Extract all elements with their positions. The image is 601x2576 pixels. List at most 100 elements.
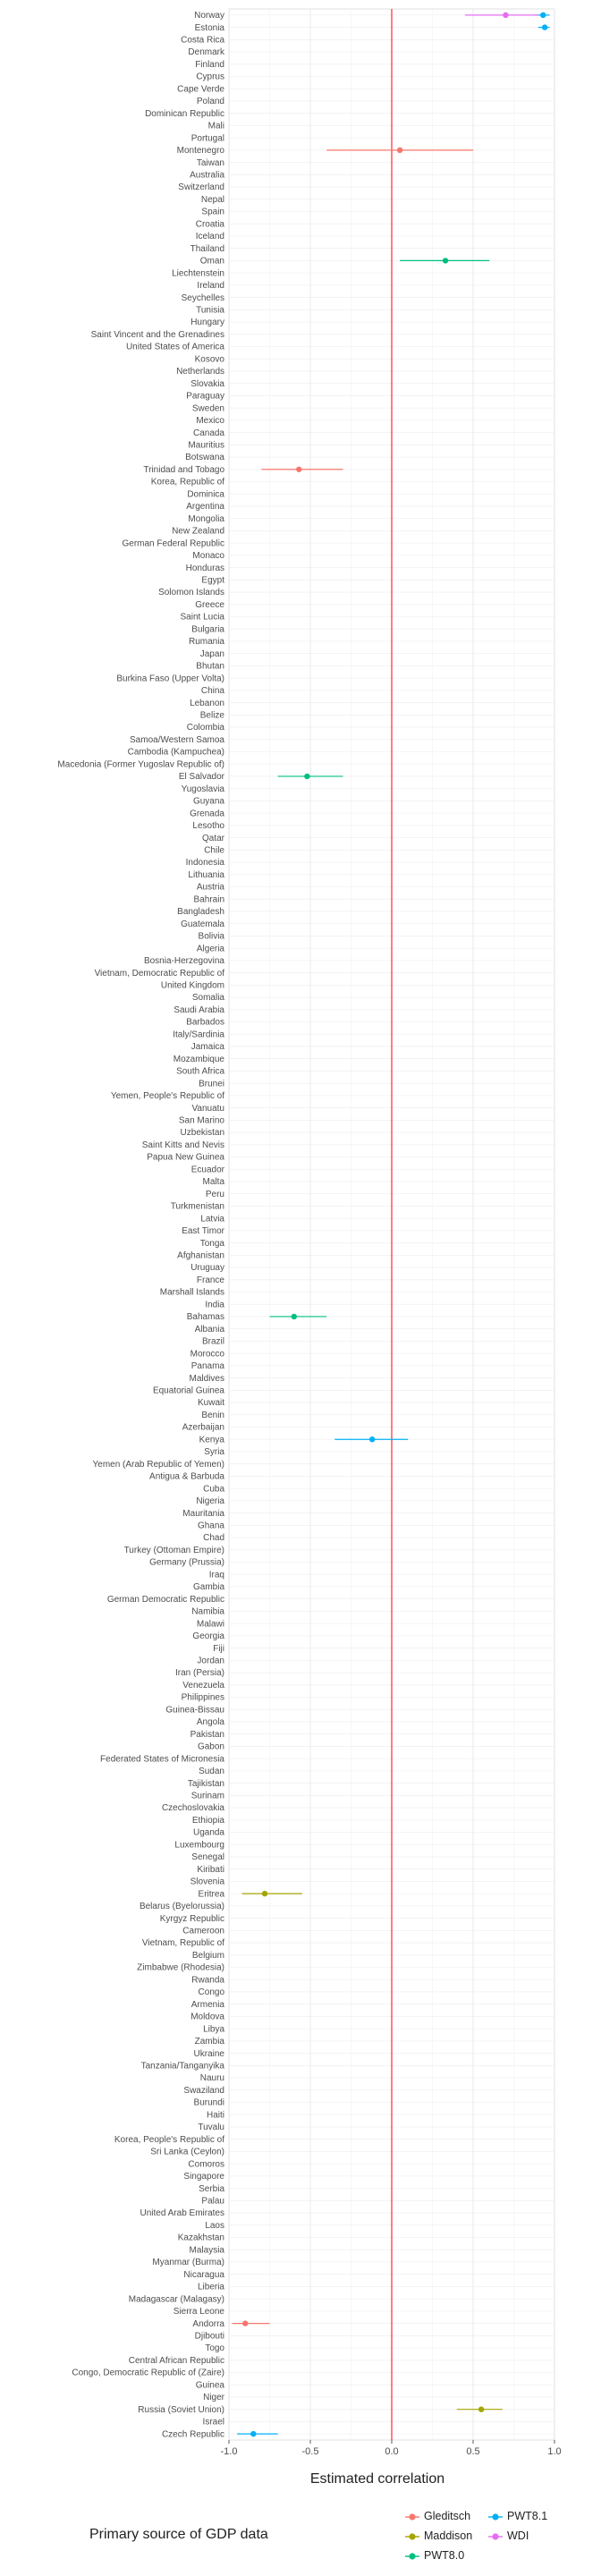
- y-tick-label: Bhutan: [196, 662, 224, 672]
- y-tick-label: Saint Lucia: [181, 613, 225, 623]
- y-tick-label: Bangladesh: [177, 907, 224, 917]
- y-tick-label: Canada: [193, 428, 224, 438]
- y-tick-label: Lithuania: [188, 870, 224, 880]
- y-tick-label: East Timor: [182, 1226, 224, 1236]
- y-tick-label: Slovakia: [190, 379, 224, 389]
- y-tick-label: Luxembourg: [174, 1840, 224, 1850]
- legend-label: PWT8.1: [507, 2510, 548, 2522]
- y-tick-label: Albania: [195, 1325, 225, 1335]
- y-tick-label: Congo: [199, 1987, 225, 1997]
- y-tick-label: Costa Rica: [181, 36, 224, 46]
- y-tick-label: Austria: [197, 883, 225, 893]
- estimate-point: [478, 2406, 485, 2412]
- y-tick-label: Myanmar (Burma): [152, 2258, 224, 2267]
- y-tick-label: Lesotho: [192, 821, 224, 831]
- y-tick-label: Antigua & Barbuda: [149, 1472, 224, 1482]
- y-tick-label: Algeria: [197, 944, 225, 953]
- y-tick-label: Czech Republic: [162, 2429, 224, 2439]
- y-tick-label: Ethiopia: [192, 1816, 225, 1826]
- y-tick-label: Kiribati: [197, 1865, 224, 1875]
- y-tick-label: Samoa/Western Samoa: [130, 735, 224, 745]
- legend-key: [488, 2533, 503, 2540]
- y-tick-label: El Salvador: [179, 772, 225, 782]
- y-tick-label: Italy/Sardinia: [173, 1030, 224, 1039]
- y-tick-label: Mongolia: [188, 514, 224, 524]
- y-tick-label: Uruguay: [190, 1263, 224, 1273]
- y-tick-label: Armenia: [191, 2000, 225, 2010]
- y-tick-label: Qatar: [202, 834, 225, 843]
- y-tick-label: Bahrain: [194, 894, 224, 904]
- y-tick-label: Uganda: [193, 1828, 224, 1838]
- y-tick-label: Seychelles: [182, 293, 224, 303]
- y-tick-label: Thailand: [190, 244, 224, 254]
- y-tick-label: Malawi: [197, 1619, 224, 1629]
- y-tick-label: Bahamas: [187, 1312, 224, 1322]
- y-tick-label: Netherlands: [176, 367, 224, 377]
- y-tick-label: New Zealand: [172, 527, 224, 537]
- y-tick-label: Morocco: [190, 1349, 225, 1359]
- y-tick-label: Georgia: [192, 1631, 224, 1641]
- y-tick-label: Cuba: [203, 1484, 224, 1494]
- y-tick-label: Ghana: [198, 1521, 224, 1531]
- y-tick-label: Estonia: [195, 23, 225, 33]
- y-tick-label: Guinea-Bissau: [165, 1705, 224, 1715]
- y-tick-label: Angola: [197, 1717, 225, 1727]
- y-tick-label: Papua New Guinea: [147, 1153, 224, 1163]
- y-tick-label: Nauru: [200, 2073, 224, 2083]
- legend-label: Maddison: [424, 2529, 473, 2542]
- y-tick-label: Colombia: [187, 723, 225, 733]
- y-tick-label: Nigeria: [196, 1496, 224, 1506]
- y-tick-label: Maldives: [190, 1374, 224, 1384]
- y-tick-label: Eritrea: [199, 1889, 225, 1899]
- y-tick-label: Tanzania/Tanganyika: [141, 2062, 225, 2072]
- legend-label: PWT8.0: [424, 2549, 465, 2562]
- y-tick-label: Gambia: [193, 1582, 224, 1592]
- y-tick-label: Swaziland: [183, 2086, 224, 2096]
- y-tick-label: Taiwan: [197, 158, 224, 168]
- y-tick-label: Ukraine: [194, 2049, 225, 2059]
- y-tick-label: Ecuador: [191, 1165, 225, 1174]
- y-tick-label: China: [201, 686, 225, 696]
- y-tick-label: France: [197, 1275, 225, 1285]
- y-tick-label: Tajikistan: [188, 1779, 224, 1789]
- y-tick-label: Iraq: [209, 1570, 224, 1580]
- y-tick-label: Sweden: [192, 403, 224, 413]
- y-tick-label: Iran (Persia): [175, 1668, 224, 1678]
- y-tick-label: Finland: [195, 60, 224, 70]
- y-tick-label: Paraguay: [186, 392, 224, 402]
- y-tick-label: Bulgaria: [191, 624, 224, 634]
- y-tick-label: Surinam: [191, 1792, 224, 1801]
- legend-label: WDI: [507, 2529, 529, 2542]
- y-tick-label: Korea, Republic of: [151, 478, 224, 487]
- y-tick-label: Laos: [205, 2221, 224, 2231]
- y-tick-label: Hungary: [190, 318, 224, 327]
- y-tick-label: Fiji: [213, 1644, 224, 1654]
- y-tick-label: Tuvalu: [198, 2123, 224, 2132]
- estimate-point: [304, 773, 310, 780]
- y-tick-label: Tonga: [200, 1239, 225, 1249]
- y-tick-label: Kuwait: [198, 1398, 224, 1408]
- estimate-point: [396, 147, 403, 154]
- y-tick-label: Turkmenistan: [171, 1202, 224, 1212]
- y-tick-label: Macedonia (Former Yugoslav Republic of): [57, 759, 224, 769]
- y-tick-label: Liberia: [198, 2283, 224, 2292]
- y-tick-label: Yemen, People's Republic of: [111, 1091, 224, 1101]
- y-tick-label: Brazil: [202, 1337, 224, 1347]
- x-tick-label: -1.0: [221, 2446, 238, 2457]
- y-tick-label: Kazakhstan: [178, 2233, 224, 2243]
- y-tick-label: Norway: [194, 11, 224, 21]
- estimate-point: [261, 1890, 268, 1897]
- y-tick-label: Argentina: [186, 502, 224, 512]
- y-tick-label: Belarus (Byelorussia): [140, 1902, 224, 1911]
- estimate-point: [291, 1313, 297, 1320]
- y-tick-label: Senegal: [191, 1852, 224, 1862]
- x-axis-label: Estimated correlation: [310, 2471, 444, 2487]
- y-tick-label: Mauritania: [182, 1509, 224, 1519]
- legend-item: Gleditsch: [404, 2510, 470, 2523]
- y-tick-label: Greece: [195, 600, 224, 610]
- y-tick-label: United Kingdom: [161, 981, 224, 991]
- y-tick-label: Germany (Prussia): [149, 1558, 224, 1568]
- y-tick-label: Lebanon: [190, 699, 224, 708]
- y-tick-label: Rumania: [189, 637, 224, 647]
